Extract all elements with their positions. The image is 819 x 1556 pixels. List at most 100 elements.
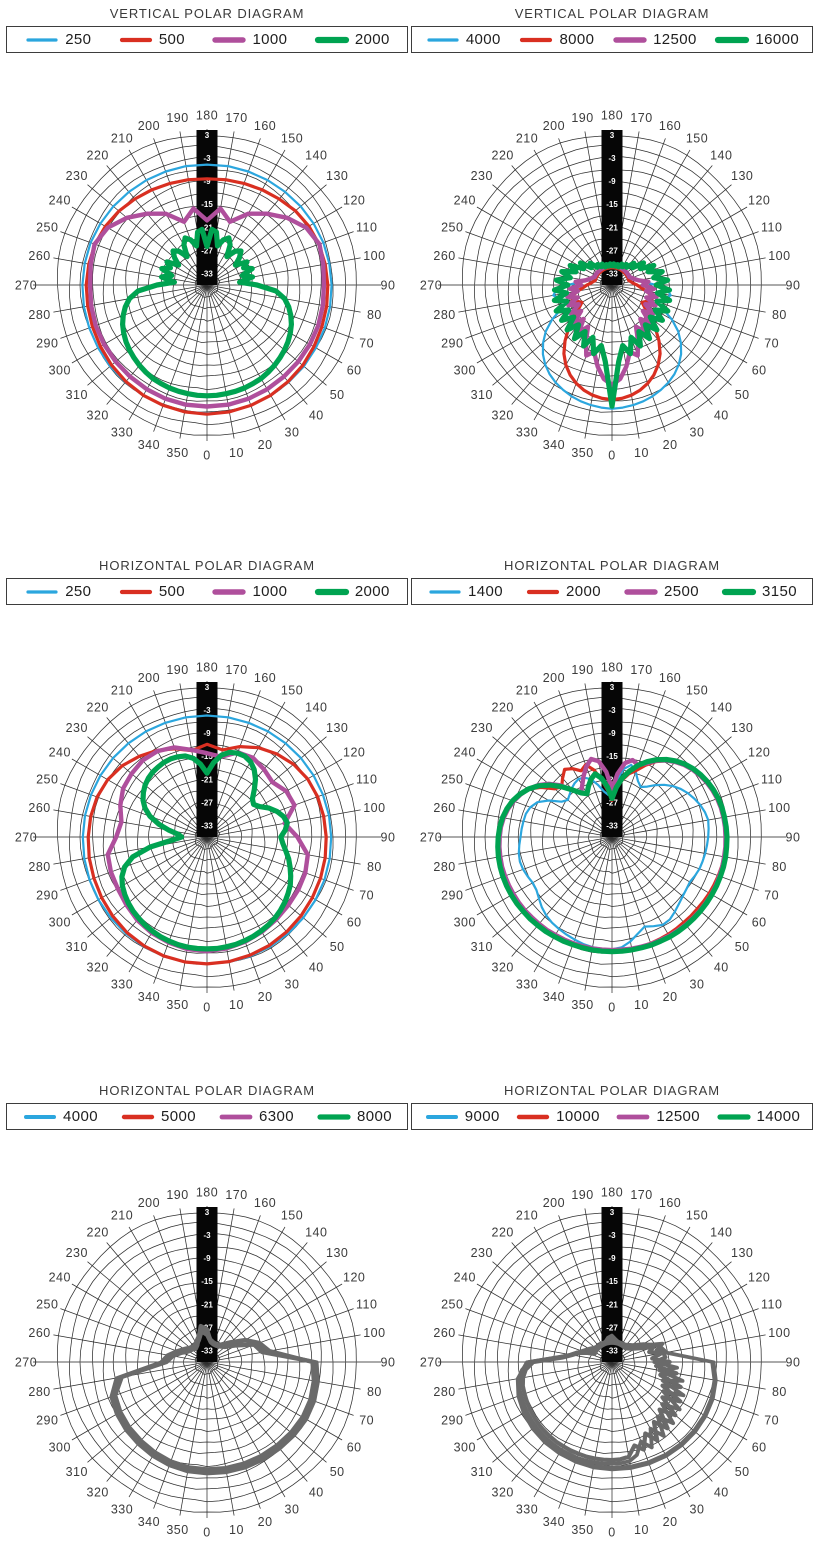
svg-text:-15: -15	[606, 752, 618, 761]
svg-text:300: 300	[454, 1441, 476, 1455]
legend-item-500: 500	[118, 583, 185, 600]
svg-text:290: 290	[36, 1414, 58, 1428]
svg-text:230: 230	[471, 721, 493, 735]
svg-text:270: 270	[15, 831, 37, 845]
svg-text:-33: -33	[201, 822, 213, 831]
legend-item-12500: 12500	[615, 1108, 700, 1125]
svg-text:0: 0	[203, 449, 210, 463]
svg-text:250: 250	[36, 1297, 58, 1311]
series-250	[81, 714, 333, 965]
svg-text:330: 330	[111, 426, 133, 440]
svg-text:10: 10	[634, 998, 649, 1012]
svg-text:140: 140	[710, 700, 732, 714]
svg-text:130: 130	[731, 721, 753, 735]
legend-swatch-icon	[26, 589, 58, 594]
svg-text:80: 80	[772, 308, 787, 322]
svg-text:40: 40	[309, 961, 324, 975]
svg-text:190: 190	[166, 111, 188, 125]
svg-text:120: 120	[343, 746, 365, 760]
svg-text:60: 60	[347, 364, 362, 378]
svg-text:50: 50	[330, 940, 345, 954]
svg-text:210: 210	[516, 683, 538, 697]
svg-text:70: 70	[359, 1414, 374, 1428]
legend-label: 250	[65, 583, 92, 600]
svg-text:110: 110	[356, 772, 377, 786]
svg-text:320: 320	[87, 961, 109, 975]
svg-text:250: 250	[36, 772, 58, 786]
svg-text:20: 20	[258, 1515, 273, 1529]
svg-text:90: 90	[381, 831, 396, 845]
svg-text:100: 100	[768, 801, 790, 815]
svg-text:100: 100	[363, 801, 385, 815]
legend-swatch-icon	[212, 588, 247, 595]
svg-text:20: 20	[258, 438, 273, 452]
chart-title: HORIZONTAL POLAR DIAGRAM	[99, 1083, 315, 1098]
scale-bar	[601, 1207, 623, 1362]
svg-text:-27: -27	[606, 798, 618, 807]
svg-text:70: 70	[764, 1414, 779, 1428]
svg-text:110: 110	[356, 1297, 377, 1311]
legend-item-250: 250	[24, 31, 91, 48]
svg-text:350: 350	[166, 1523, 188, 1537]
legend-label: 8000	[559, 31, 595, 48]
svg-text:260: 260	[433, 249, 455, 263]
svg-text:220: 220	[87, 1225, 109, 1239]
svg-text:280: 280	[433, 860, 455, 874]
legend-label: 9000	[464, 1108, 500, 1125]
svg-text:-21: -21	[201, 1300, 213, 1309]
series-500	[86, 742, 328, 966]
svg-text:180: 180	[601, 1186, 623, 1200]
svg-text:100: 100	[363, 1326, 385, 1340]
svg-text:30: 30	[690, 426, 705, 440]
svg-text:160: 160	[254, 119, 276, 133]
svg-text:-33: -33	[606, 1347, 618, 1356]
svg-text:20: 20	[663, 438, 678, 452]
svg-text:330: 330	[516, 426, 538, 440]
legend-label: 4000	[63, 1108, 98, 1125]
legend-swatch-icon	[613, 36, 647, 43]
svg-text:290: 290	[36, 337, 58, 351]
legend-item-4000: 4000	[22, 1108, 98, 1125]
svg-text:210: 210	[111, 1208, 133, 1222]
svg-text:300: 300	[454, 364, 476, 378]
svg-text:-33: -33	[201, 270, 213, 279]
legend-label: 500	[158, 583, 186, 600]
svg-text:350: 350	[571, 446, 593, 460]
legend: 1400 2000 2500 3150	[411, 578, 813, 605]
svg-text:150: 150	[281, 131, 303, 145]
svg-text:230: 230	[66, 721, 88, 735]
svg-text:-21: -21	[606, 1300, 618, 1309]
svg-text:160: 160	[254, 671, 276, 685]
svg-text:-21: -21	[606, 775, 618, 784]
svg-text:310: 310	[471, 1465, 493, 1479]
svg-text:230: 230	[471, 1246, 493, 1260]
chart-area: 0 10 20 30 40 50 60 70 80 90 100 110 120 130 140 150 160…	[411, 1170, 813, 1550]
svg-text:40: 40	[714, 409, 729, 423]
svg-text:280: 280	[28, 308, 50, 322]
svg-text:110: 110	[356, 220, 377, 234]
svg-text:280: 280	[28, 860, 50, 874]
svg-text:20: 20	[663, 990, 678, 1004]
svg-text:20: 20	[258, 990, 273, 1004]
legend-swatch-icon	[26, 37, 58, 42]
svg-text:150: 150	[686, 131, 708, 145]
svg-text:220: 220	[492, 700, 514, 714]
svg-text:70: 70	[764, 337, 779, 351]
chart-cell-horizontal-mid: HORIZONTAL POLAR DIAGRAM 1400 2000 2500 315…	[411, 556, 813, 1025]
svg-text:40: 40	[714, 1486, 729, 1500]
svg-text:220: 220	[492, 148, 514, 162]
svg-text:270: 270	[420, 279, 442, 293]
svg-text:250: 250	[441, 220, 463, 234]
svg-text:-3: -3	[608, 154, 616, 163]
svg-text:210: 210	[111, 131, 133, 145]
svg-text:140: 140	[710, 148, 732, 162]
svg-text:280: 280	[433, 1385, 455, 1399]
svg-text:240: 240	[454, 746, 476, 760]
svg-text:3: 3	[610, 131, 615, 140]
chart-area: 0 10 20 30 40 50 60 70 80 90 100 110 120 130 140 150 160…	[6, 93, 408, 473]
svg-text:-15: -15	[606, 200, 618, 209]
legend-item-9000: 9000	[424, 1108, 500, 1125]
